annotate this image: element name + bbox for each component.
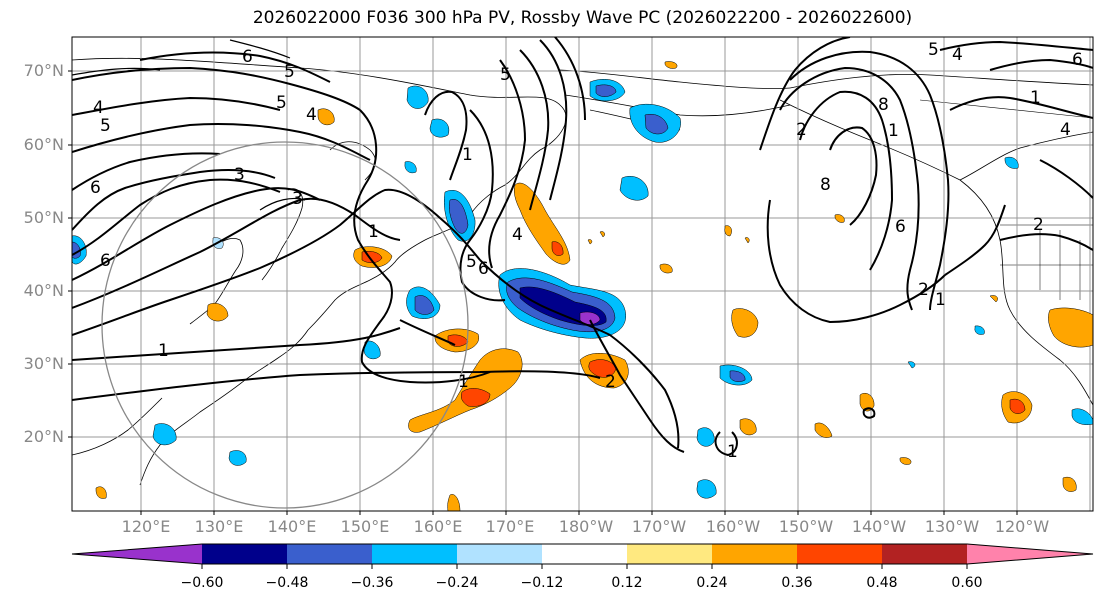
- lon-label: 170°W: [631, 517, 687, 536]
- lon-label: 130°E: [194, 517, 244, 536]
- lat-label-40n: 40°N: [23, 281, 64, 300]
- contour-label: 2: [1033, 215, 1044, 235]
- contour-label: 1: [368, 222, 379, 242]
- lon-label: 120°E: [121, 517, 171, 536]
- lat-label-70n: 70°N: [23, 61, 64, 80]
- colorbar-tick-label: 0.36: [781, 575, 813, 591]
- contour-label: 2: [918, 280, 929, 300]
- colorbar-tick-label: 0.48: [866, 575, 898, 591]
- contour-label: 6: [90, 178, 101, 198]
- colorbar-tick-label: −0.12: [520, 575, 564, 591]
- contour-label: 6: [100, 251, 111, 271]
- lat-label-50n: 50°N: [23, 208, 64, 227]
- axis-ticks: [68, 70, 1018, 515]
- contour-label: 1: [158, 341, 169, 361]
- pv-contours-thin: [72, 39, 306, 211]
- contour-label: 6: [1072, 50, 1083, 70]
- colorbar-tick-label: −0.24: [435, 575, 479, 591]
- contour-label: 5: [928, 40, 939, 60]
- contour-label: 8: [820, 175, 831, 195]
- lon-label: 140°W: [851, 517, 907, 536]
- contour-label: 1: [458, 372, 469, 392]
- contour-label: 5: [466, 252, 477, 272]
- contour-label: 1: [462, 145, 473, 165]
- colorbar-tick-label: 0.12: [611, 575, 643, 591]
- lon-label: 140°E: [267, 517, 317, 536]
- contour-label: 1: [935, 290, 946, 310]
- lon-label: 150°E: [340, 517, 390, 536]
- lat-label-20n: 20°N: [23, 427, 64, 446]
- contour-label: 1: [888, 121, 899, 141]
- contour-label: 4: [512, 225, 523, 245]
- map-frame: [71, 36, 1094, 512]
- lon-label: 170°E: [485, 517, 535, 536]
- colorbar-bin: [627, 544, 712, 564]
- colorbar-bin: [542, 544, 627, 564]
- colorbar-bin: [457, 544, 542, 564]
- lon-label: 130°W: [924, 517, 980, 536]
- colorbar-bin: [712, 544, 797, 564]
- lon-label: 160°E: [413, 517, 463, 536]
- contour-label: 4: [952, 45, 963, 65]
- colorbar-tick-label: 0.24: [696, 575, 728, 591]
- contour-label: 6: [242, 47, 253, 67]
- contour-label-group: 6 5 5 4 5 4 3 3 6 1 5 6 1 1 2 5 4 6 2 8 …: [90, 40, 1083, 462]
- pv-contours: [72, 37, 1093, 457]
- contour-label: 5: [284, 62, 295, 82]
- negative-anomalies: [72, 79, 1093, 499]
- contour-label: 4: [1060, 120, 1071, 140]
- colorbar-tick-label: −0.60: [180, 575, 224, 591]
- colorbar-bin: [882, 544, 967, 564]
- positive-anomalies: [95, 61, 1093, 511]
- colorbar-bin: [372, 544, 457, 564]
- contour-label: 4: [93, 98, 104, 118]
- lon-label: 150°W: [778, 517, 834, 536]
- contour-label: 2: [605, 372, 616, 392]
- colorbar-ticks: [201, 564, 968, 569]
- contour-label: 3: [234, 165, 245, 185]
- colorbar-bin: [967, 544, 1093, 564]
- contour-label: 1: [1030, 88, 1041, 108]
- contour-label: 4: [306, 105, 317, 125]
- lat-label-60n: 60°N: [23, 135, 64, 154]
- reference-circle: [101, 141, 469, 509]
- colorbar-tick-label: 0.60: [951, 575, 983, 591]
- contour-label: 6: [478, 259, 489, 279]
- lon-label: 160°W: [705, 517, 761, 536]
- contour-label: 6: [895, 217, 906, 237]
- lat-label-30n: 30°N: [23, 354, 64, 373]
- contour-label: 5: [500, 65, 511, 85]
- contour-label: 8: [878, 95, 889, 115]
- contour-label: 5: [276, 93, 287, 113]
- map-title: 2026022000 F036 300 hPa PV, Rossby Wave …: [252, 8, 913, 28]
- colorbar-bin: [202, 544, 287, 564]
- contour-label: 3: [292, 189, 303, 209]
- colorbar: [71, 543, 1094, 569]
- graticule: [72, 37, 1093, 511]
- colorbar-tick-label: −0.36: [350, 575, 394, 591]
- contour-label: 1: [727, 442, 738, 462]
- map-background: [72, 37, 1093, 511]
- lon-label: 120°W: [994, 517, 1050, 536]
- lon-label: 180°W: [558, 517, 614, 536]
- colorbar-bin: [72, 544, 202, 564]
- colorbar-bin: [797, 544, 882, 564]
- colorbar-tick-label: −0.48: [265, 575, 309, 591]
- contour-label: 5: [100, 116, 111, 136]
- contour-label: 2: [796, 120, 807, 140]
- colorbar-bin: [287, 544, 372, 564]
